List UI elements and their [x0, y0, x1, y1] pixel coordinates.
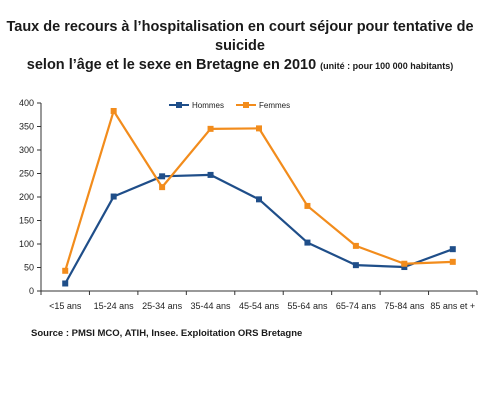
x-tick-label: <15 ans [49, 301, 82, 311]
y-tick-label: 400 [19, 98, 34, 108]
data-point-hommes [62, 280, 69, 287]
data-point-hommes [110, 193, 117, 200]
line-chart: 0 50 100 150 200 250 300 350 400 <15 ans 15-24 ans… [19, 98, 478, 311]
data-point-femmes [62, 267, 69, 274]
data-point-femmes [449, 258, 456, 265]
y-tick-label: 200 [19, 192, 34, 202]
series-line-femmes [64, 109, 453, 272]
x-tick-label: 15-24 ans [94, 301, 135, 311]
data-point-femmes [110, 107, 117, 114]
data-point-hommes [207, 171, 214, 178]
data-point-hommes [401, 264, 408, 271]
data-point-femmes [401, 260, 408, 267]
chart-title-line-2: selon l’âge et le sexe en Bretagne en 20… [0, 56, 480, 76]
legend-label-hommes: Hommes [192, 101, 224, 110]
y-tick-label: 300 [19, 145, 34, 155]
data-point-femmes [207, 125, 214, 132]
data-point-hommes [256, 196, 262, 203]
series-line-hommes [64, 173, 454, 285]
data-point-hommes [449, 246, 456, 253]
y-tick-label: 250 [19, 169, 34, 179]
source-note: Source : PMSI MCO, ATIH, Insee. Exploita… [31, 328, 303, 339]
y-tick-label: 100 [19, 239, 34, 249]
x-tick-label: 25-34 ans [142, 301, 183, 311]
chart-title-line-2-text: selon l’âge et le sexe en Bretagne en 20… [26, 57, 317, 73]
legend-marker-hommes [176, 102, 182, 108]
x-tick-label: 45-54 ans [239, 301, 280, 311]
x-tick-label: 55-64 ans [287, 301, 328, 311]
y-tick-label: 50 [24, 263, 34, 273]
x-tick-label: 75-84 ans [384, 301, 425, 311]
legend-label-femmes: Femmes [259, 101, 290, 110]
legend-marker-femmes [243, 102, 249, 108]
data-point-hommes [159, 173, 166, 180]
chart-unit: (unité : pour 100 000 habitants) [320, 61, 454, 71]
x-tick-label: 35-44 ans [191, 301, 232, 311]
x-tick-label: 85 ans et + [430, 301, 475, 311]
y-tick-label: 350 [19, 122, 34, 132]
data-point-hommes [352, 262, 359, 269]
chart-title: Taux de recours à l’hospitalisation en c… [0, 18, 480, 76]
data-point-hommes [304, 239, 311, 246]
data-point-femmes [159, 184, 166, 191]
data-point-femmes [304, 202, 311, 209]
chart-title-line-1: Taux de recours à l’hospitalisation en c… [6, 19, 474, 54]
data-point-femmes [256, 125, 262, 132]
data-point-femmes [352, 242, 359, 249]
x-tick-label: 65-74 ans [336, 301, 377, 311]
y-tick-label: 150 [19, 216, 34, 226]
y-tick-label: 0 [29, 286, 34, 296]
